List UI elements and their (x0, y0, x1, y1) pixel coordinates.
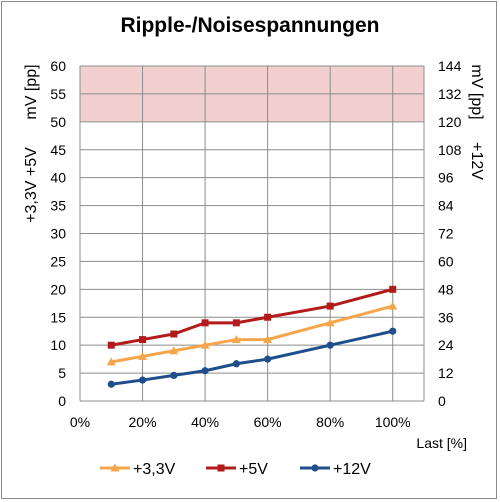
series-line (111, 287, 394, 347)
y-tick-right: 84 (438, 198, 454, 214)
x-tick-label: 40% (191, 414, 219, 430)
x-tick-label: 100% (375, 414, 411, 430)
y-tick-right: 96 (438, 170, 454, 186)
data-point (264, 313, 272, 321)
y-tick-left: 10 (50, 337, 66, 353)
y-tick-left: 50 (50, 114, 66, 130)
y-tick-right: 0 (438, 393, 446, 409)
y-tick-left: 15 (50, 309, 66, 325)
y-tick-left: 40 (50, 170, 66, 186)
data-point (139, 336, 147, 344)
y-tick-right: 12 (438, 365, 454, 381)
x-axis-label: Last [%] (416, 435, 467, 451)
y-tick-right: 36 (438, 309, 454, 325)
data-point (138, 376, 147, 384)
y-tick-left: 25 (50, 253, 66, 269)
legend-item: +3,3V (100, 461, 176, 478)
data-point (232, 319, 240, 327)
series-33V (106, 301, 398, 366)
data-point (138, 351, 148, 360)
data-point (170, 371, 178, 380)
data-point (107, 380, 115, 388)
series-line (111, 329, 394, 386)
x-tick-label: 0% (70, 414, 90, 430)
y-tick-right: 72 (438, 226, 454, 242)
y-tick-left: 60 (50, 58, 66, 74)
data-point (201, 367, 209, 375)
data-point (326, 341, 334, 349)
legend-item: +5V (206, 461, 268, 478)
y-tick-left: 0 (58, 393, 66, 409)
y-tick-right: 108 (438, 142, 462, 158)
data-point (217, 464, 225, 472)
data-point (325, 318, 335, 327)
y-tick-left: 5 (58, 365, 66, 381)
data-point (388, 301, 398, 310)
data-point (107, 341, 115, 349)
legend-label: +3,3V (133, 461, 176, 478)
data-point (263, 335, 273, 344)
y-tick-right: 24 (438, 337, 454, 353)
y-tick-left: 55 (50, 86, 66, 102)
data-point (110, 463, 120, 472)
series-line (111, 304, 394, 364)
y-tick-right: 48 (438, 281, 454, 297)
y-tick-right: 144 (438, 58, 462, 74)
legend-item: +12V (300, 461, 371, 478)
series-5V (107, 285, 397, 349)
y-tick-left: 20 (50, 281, 66, 297)
legend-label: +12V (333, 461, 371, 478)
x-tick-label: 80% (316, 414, 344, 430)
data-point (170, 330, 178, 338)
y-tick-left: 45 (50, 142, 66, 158)
data-point (201, 319, 209, 327)
y-tick-right: 132 (438, 86, 462, 102)
data-point (389, 327, 397, 335)
data-point (231, 335, 241, 344)
data-point (311, 464, 319, 472)
y-tick-left: 35 (50, 198, 66, 214)
y-tick-right: 120 (438, 114, 462, 130)
chart-title: Ripple-/Noisespannungen (120, 14, 380, 37)
series-12V (107, 327, 397, 388)
data-point (232, 360, 240, 368)
data-point (169, 346, 179, 355)
x-tick-label: 20% (129, 414, 157, 430)
data-point (106, 357, 116, 366)
legend-label: +5V (239, 461, 268, 478)
data-point (389, 285, 397, 293)
data-point (200, 340, 210, 349)
y-tick-left: 30 (50, 226, 66, 242)
y-tick-right: 60 (438, 253, 454, 269)
x-tick-label: 60% (254, 414, 282, 430)
data-point (264, 355, 272, 363)
data-point (326, 302, 334, 310)
